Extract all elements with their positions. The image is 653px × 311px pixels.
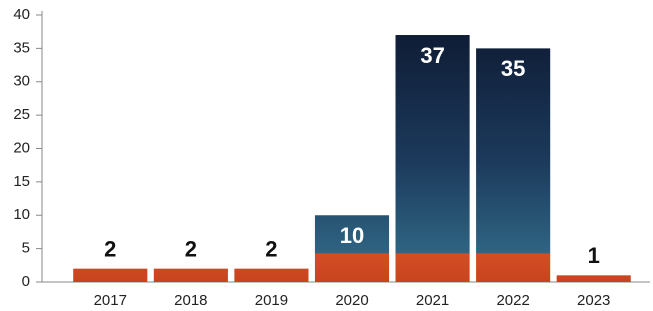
y-tick-label: 30: [13, 73, 30, 90]
y-tick-label: 25: [13, 106, 30, 123]
y-tick-label: 15: [13, 173, 30, 190]
x-tick-label: 2022: [496, 292, 529, 309]
value-label: 10: [340, 223, 364, 248]
bar: [234, 269, 308, 282]
x-tick-label: 2021: [416, 292, 449, 309]
x-tick-label: 2017: [94, 292, 127, 309]
bar: [557, 275, 631, 282]
y-tick-label: 5: [22, 240, 30, 257]
x-tick-label: 2023: [577, 292, 610, 309]
y-tick-label: 0: [22, 273, 30, 290]
y-tick-label: 35: [13, 39, 30, 56]
x-tick-label: 2019: [255, 292, 288, 309]
value-label: 2: [185, 236, 197, 261]
bar: [476, 48, 550, 282]
value-label: 37: [420, 43, 444, 68]
y-tick-label: 10: [13, 206, 30, 223]
x-tick-label: 2018: [174, 292, 207, 309]
y-tick-label: 40: [13, 6, 30, 23]
bar: [396, 35, 470, 282]
y-tick-label: 20: [13, 139, 30, 156]
bar: [154, 269, 228, 282]
value-label: 2: [104, 236, 116, 261]
value-label: 35: [501, 56, 525, 81]
x-tick-label: 2020: [335, 292, 368, 309]
chart: 0 5 10 15 20 25 30 35 40 2017 2 2018 2 2019 2 2020 10 202…: [0, 0, 653, 311]
bar: [73, 269, 147, 282]
value-label: 1: [588, 243, 600, 268]
value-label: 2: [265, 236, 277, 261]
